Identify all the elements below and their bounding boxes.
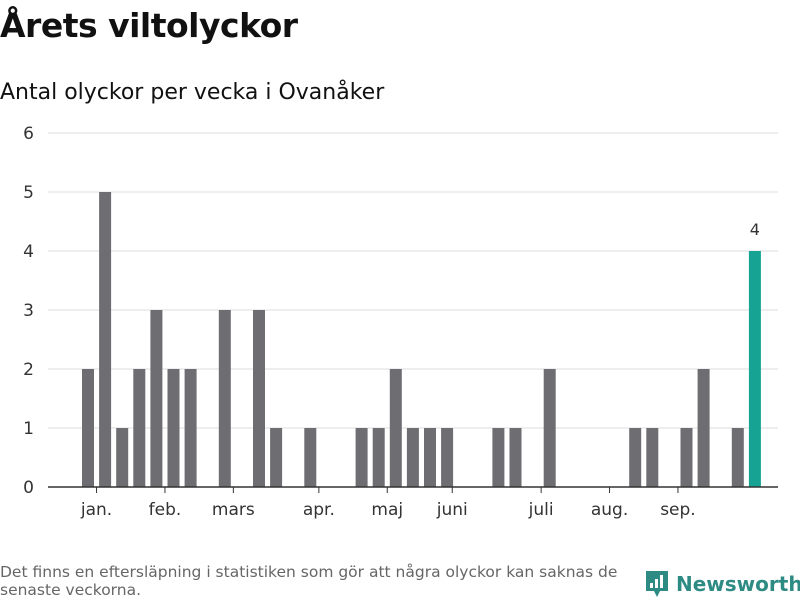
bar (304, 428, 317, 487)
bar (543, 369, 556, 487)
y-tick-label: 6 (23, 124, 34, 144)
bar (99, 192, 112, 487)
bar (253, 310, 265, 487)
y-tick-label: 3 (23, 301, 34, 321)
x-tick-label: mars (212, 500, 255, 520)
bar (441, 428, 454, 487)
bar (184, 369, 197, 487)
bar (133, 369, 146, 487)
footnote: Det finns en eftersläpning i statistiken… (0, 563, 618, 599)
bar (731, 428, 744, 487)
x-tick-label: apr. (303, 500, 335, 520)
bar-chart: 0 1 2 3 4 5 6 4 jan. feb. mars apr. maj juni juli aug. s… (23, 124, 778, 520)
x-tick-label: sep. (660, 500, 696, 520)
bar (680, 428, 693, 487)
bar (697, 369, 710, 487)
y-tick-label: 5 (23, 183, 34, 203)
chart-title: Årets viltolyckor (0, 6, 298, 45)
bar (218, 310, 231, 487)
bar (492, 428, 505, 487)
bar (116, 428, 129, 487)
bar (406, 428, 419, 487)
x-tick-label: juli (528, 500, 554, 520)
bar (389, 369, 402, 487)
x-tick-label: juni (436, 500, 468, 520)
x-tick-label: maj (371, 500, 403, 520)
x-tick-label: jan. (80, 500, 112, 520)
bar (270, 428, 283, 487)
bar (509, 428, 522, 487)
y-tick-label: 0 (23, 478, 34, 498)
bar (355, 428, 368, 487)
data-label: 4 (750, 220, 760, 239)
brand-logo: Newsworthy (644, 569, 800, 599)
newsworthy-logo-icon (646, 571, 668, 597)
brand-name: Newsworthy (676, 572, 800, 596)
bar (167, 369, 180, 487)
bar-highlight (748, 251, 761, 487)
chart-subtitle: Antal olyckor per vecka i Ovanåker (0, 80, 385, 105)
y-tick-label: 2 (23, 360, 34, 380)
bar (629, 428, 642, 487)
bar (646, 428, 659, 487)
y-tick-label: 1 (23, 419, 34, 439)
bar (424, 428, 436, 487)
x-tick-label: aug. (591, 500, 628, 520)
y-tick-label: 4 (23, 242, 34, 262)
bar (82, 369, 94, 487)
x-tick-label: feb. (149, 500, 182, 520)
bar (372, 428, 385, 487)
bar (150, 310, 163, 487)
